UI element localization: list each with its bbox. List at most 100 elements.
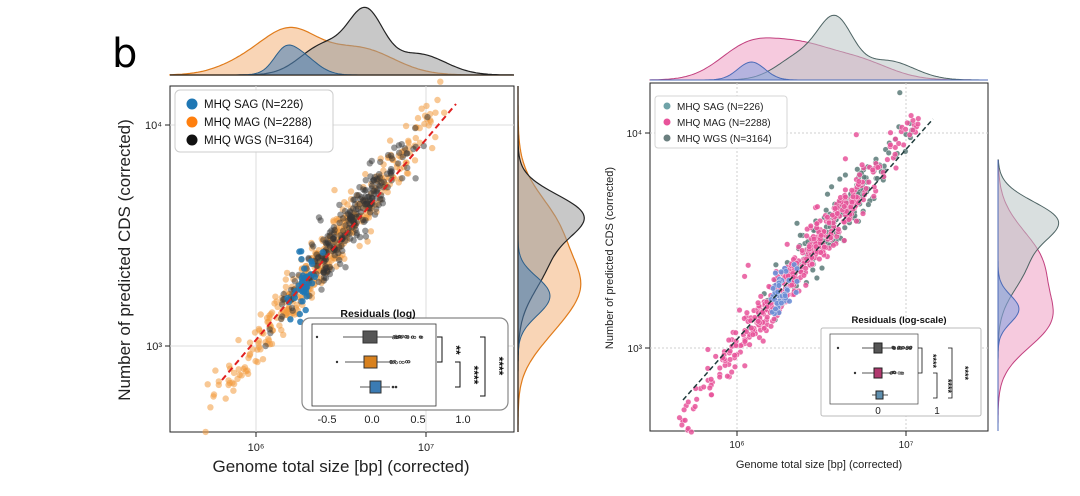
scatter-point-wgs: [902, 148, 909, 155]
right-sig-label-2: ****: [943, 379, 953, 394]
scatter-point-wgs: [315, 278, 322, 286]
scatter-point-wgs: [896, 89, 903, 96]
scatter-point-mag: [832, 205, 839, 212]
scatter-point-mag: [914, 121, 921, 128]
scatter-point-wgs: [362, 233, 370, 240]
scatter-point-mag: [835, 226, 842, 233]
scatter-point-mag: [806, 243, 813, 250]
scatter-point-mag: [887, 129, 894, 136]
scatter-point-wgs: [357, 208, 365, 216]
scatter-point-mag: [741, 362, 748, 369]
scatter-point-mag: [682, 417, 689, 424]
left-residuals-inset: Residuals (log) -0.5 0.0 0.5 1.0 ** **: [301, 308, 509, 426]
scatter-point-mag: [860, 210, 867, 217]
scatter-point-sag: [778, 268, 785, 275]
scatter-point-wgs: [289, 271, 296, 279]
scatter-point-mag: [802, 265, 809, 272]
scatter-point-wgs: [399, 175, 406, 182]
left-xtick-1e6: 10⁶: [248, 442, 265, 454]
right-legend-marker-sag: [663, 102, 671, 110]
scatter-point-mag: [755, 318, 762, 325]
scatter-point-wgs: [346, 211, 353, 219]
inset-flier: [420, 335, 424, 339]
scatter-point-wgs: [388, 152, 395, 159]
scatter-point-sag: [791, 261, 798, 268]
scatter-point-mag: [764, 314, 771, 321]
left-legend-label-sag: MHQ SAG (N=226): [204, 99, 304, 111]
inset-flier: [404, 334, 408, 338]
scatter-point-mag: [276, 322, 283, 329]
scatter-point-mag: [749, 331, 756, 338]
scatter-point-mag: [230, 387, 237, 394]
scatter-point-mag: [850, 193, 857, 200]
scatter-point-wgs: [404, 150, 411, 157]
scatter-point-wgs: [396, 149, 403, 156]
scatter-point-sag: [304, 283, 311, 291]
scatter-point-sag: [299, 298, 306, 305]
scatter-point-mag: [249, 346, 256, 353]
scatter-point-wgs: [357, 195, 364, 203]
scatter-point-wgs: [323, 264, 330, 271]
scatter-point-sag: [302, 306, 309, 314]
scatter-point-mag: [748, 325, 755, 332]
scatter-point-mag: [909, 127, 916, 134]
right-xtick-1e6: 10⁶: [729, 440, 744, 451]
scatter-point-wgs: [362, 227, 369, 234]
scatter-point-mag: [418, 105, 425, 112]
scatter-point-mag: [863, 185, 870, 192]
scatter-point-mag: [437, 78, 444, 85]
scatter-point-wgs: [280, 290, 287, 298]
scatter-point-mag: [760, 338, 767, 345]
inset-flier: [905, 346, 909, 350]
scatter-point-mag: [908, 112, 915, 119]
scatter-point-mag: [755, 299, 762, 306]
scatter-point-sag: [772, 306, 779, 313]
right-sig-bracket-1: [918, 347, 923, 374]
scatter-point-wgs: [797, 232, 804, 239]
scatter-point-wgs: [322, 239, 329, 246]
right-legend: MHQ SAG (N=226) MHQ MAG (N=2288) MHQ WGS…: [654, 95, 788, 149]
scatter-point-mag: [724, 373, 731, 380]
scatter-point-mag: [849, 199, 856, 206]
scatter-point-wgs: [375, 201, 382, 209]
scatter-point-wgs: [395, 160, 402, 167]
scatter-point-wgs: [267, 329, 274, 337]
scatter-point-wgs: [320, 274, 328, 281]
scatter-point-sag: [311, 273, 319, 281]
left-inset-xtick-3: 0.5: [410, 414, 425, 426]
scatter-point-mag: [282, 276, 289, 283]
right-xtick-1e7: 10⁷: [899, 440, 914, 451]
right-inset-fliers-2: [853, 370, 905, 375]
right-ytick-1e4: 10⁴: [627, 129, 642, 140]
scatter-point-wgs: [351, 201, 359, 208]
scatter-point-wgs: [308, 241, 316, 248]
right-legend-marker-wgs: [663, 134, 671, 142]
scatter-point-wgs: [854, 166, 861, 173]
right-right-marginal: [997, 159, 1060, 431]
scatter-point-wgs: [361, 187, 368, 194]
scatter-point-mag: [824, 214, 831, 221]
scatter-point-mag: [834, 210, 841, 217]
scatter-point-mag: [708, 391, 715, 398]
scatter-point-sag: [770, 285, 777, 292]
left-inset-flier-3b: [394, 385, 398, 389]
scatter-point-wgs: [317, 217, 324, 224]
left-legend-label-mag: MHQ MAG (N=2288): [204, 117, 312, 129]
scatter-point-mag: [411, 157, 419, 164]
scatter-point-wgs: [339, 215, 347, 222]
scatter-point-mag: [728, 369, 735, 376]
scatter-point-mag: [807, 222, 814, 229]
scatter-point-mag: [257, 311, 264, 318]
scatter-point-wgs: [420, 142, 427, 150]
inset-flier: [410, 335, 414, 339]
scatter-point-mag: [736, 307, 743, 314]
right-legend-marker-mag: [663, 118, 671, 126]
scatter-point-mag: [328, 257, 335, 264]
scatter-point-mag: [704, 365, 711, 372]
scatter-point-mag: [731, 352, 738, 359]
scatter-point-mag: [404, 170, 412, 177]
inset-flier: [892, 370, 896, 374]
scatter-point-sag: [301, 265, 308, 272]
scatter-point-mag: [803, 232, 810, 239]
